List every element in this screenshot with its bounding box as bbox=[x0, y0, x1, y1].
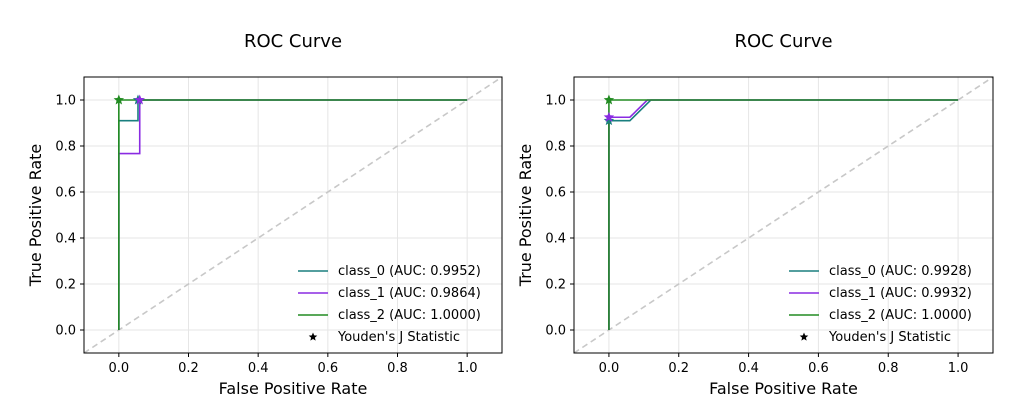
legend-label-youden: Youden's J Statistic bbox=[337, 330, 460, 345]
legend: class_0 (AUC: 0.9928) class_1 (AUC: 0.993… bbox=[789, 264, 972, 345]
y-tick-label: 0.0 bbox=[545, 324, 566, 339]
legend-label-class-1: class_1 (AUC: 0.9864) bbox=[338, 286, 481, 301]
chart-title: ROC Curve bbox=[734, 31, 832, 52]
legend-star-icon bbox=[308, 332, 318, 341]
legend: class_0 (AUC: 0.9952) class_1 (AUC: 0.986… bbox=[298, 264, 481, 345]
chance-diagonal-line bbox=[84, 77, 502, 353]
legend-label-class-1: class_1 (AUC: 0.9932) bbox=[829, 286, 972, 301]
roc-chart-1: 0.0 0.2 0.4 0.6 0.8 1.0 0.0 0.2 0.4 0.6 0.8 1.0 ROC … bbox=[26, 31, 503, 398]
x-tick-label: 0.2 bbox=[668, 361, 689, 376]
legend-star-icon bbox=[799, 332, 809, 341]
y-axis-label: True Positive Rate bbox=[26, 144, 45, 288]
y-tick-label: 1.0 bbox=[545, 94, 566, 109]
y-tick-label: 0.6 bbox=[55, 186, 76, 201]
chance-diagonal-line bbox=[574, 77, 993, 353]
y-tick-label: 1.0 bbox=[55, 94, 76, 109]
x-tick-label: 0.6 bbox=[808, 361, 829, 376]
x-tick-label: 0.6 bbox=[317, 361, 338, 376]
youden-marker-class-1 bbox=[134, 94, 145, 105]
x-tick-label: 0.0 bbox=[599, 361, 620, 376]
y-tick-label: 0.2 bbox=[545, 278, 566, 293]
legend-label-class-0: class_0 (AUC: 0.9928) bbox=[829, 264, 972, 279]
x-tick-label: 0.8 bbox=[387, 361, 408, 376]
y-axis-label: True Positive Rate bbox=[516, 144, 535, 288]
legend-label-class-2: class_2 (AUC: 1.0000) bbox=[338, 308, 481, 323]
x-tick-label: 0.0 bbox=[108, 361, 129, 376]
plot-frame bbox=[573, 76, 994, 354]
x-axis-label: False Positive Rate bbox=[709, 379, 858, 398]
chart-title: ROC Curve bbox=[244, 31, 342, 52]
x-tick-label: 0.8 bbox=[878, 361, 899, 376]
x-axis-label: False Positive Rate bbox=[219, 379, 368, 398]
youden-marker-class-1 bbox=[603, 111, 615, 122]
legend-label-class-0: class_0 (AUC: 0.9952) bbox=[338, 264, 481, 279]
y-tick-label: 0.4 bbox=[55, 232, 76, 247]
plot-frame bbox=[83, 76, 503, 354]
y-tick-label: 0.8 bbox=[545, 140, 566, 155]
y-tick-label: 0.6 bbox=[545, 186, 566, 201]
y-tick-label: 0.4 bbox=[545, 232, 566, 247]
youden-marker-class-0 bbox=[603, 115, 615, 126]
y-tick-label: 0.2 bbox=[55, 278, 76, 293]
x-tick-label: 0.2 bbox=[178, 361, 199, 376]
legend-label-youden: Youden's J Statistic bbox=[828, 330, 951, 345]
youden-marker-class-2 bbox=[113, 94, 125, 105]
y-tick-label: 0.8 bbox=[55, 140, 76, 155]
x-tick-label: 0.4 bbox=[248, 361, 269, 376]
legend-label-class-2: class_2 (AUC: 1.0000) bbox=[829, 308, 972, 323]
y-tick-label: 0.0 bbox=[55, 324, 76, 339]
x-tick-label: 1.0 bbox=[457, 361, 478, 376]
roc-chart-2: 0.0 0.2 0.4 0.6 0.8 1.0 0.0 0.2 0.4 0.6 0.8 1.0 ROC … bbox=[516, 31, 994, 398]
youden-marker-class-2 bbox=[603, 94, 615, 105]
x-tick-label: 1.0 bbox=[948, 361, 969, 376]
x-tick-label: 0.4 bbox=[738, 361, 759, 376]
